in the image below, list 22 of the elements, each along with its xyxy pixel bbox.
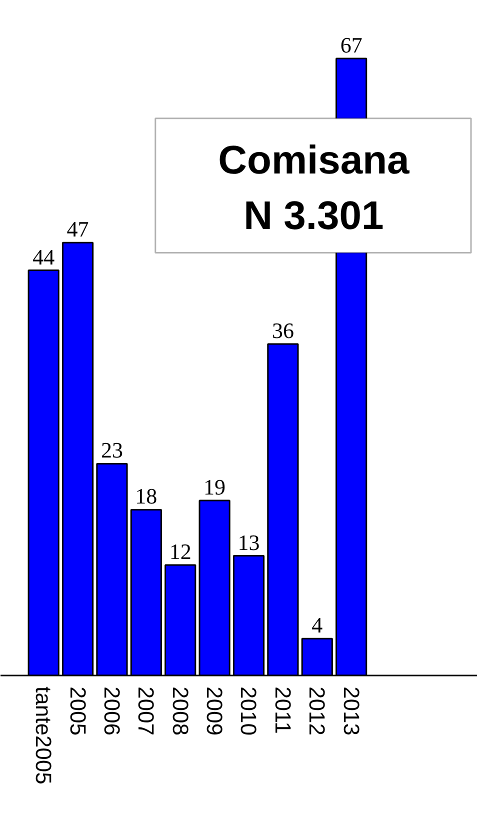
annotation: N 3.301 [244, 194, 384, 238]
x-tick-label: 2007 [134, 686, 159, 736]
data-label: 18 [135, 484, 158, 509]
data-label: 13 [238, 530, 260, 555]
x-tick-label: 2011 [270, 686, 296, 734]
x-tick-label: 2012 [304, 686, 330, 736]
data-label: 23 [100, 438, 123, 463]
x-tick-label: 2009 [202, 686, 228, 736]
x-tick-label: tante2005 [31, 686, 56, 784]
data-label: 44 [32, 244, 55, 270]
x-tick-label: 2013 [338, 686, 364, 736]
x-tick-label: 2005 [65, 686, 90, 736]
x-tick-label: 2010 [236, 686, 262, 736]
data-label: 12 [169, 538, 192, 564]
data-label: 47 [66, 216, 89, 242]
data-label: 4 [312, 612, 323, 638]
annotation: Comisana [218, 138, 410, 183]
x-tick-label: 2008 [168, 686, 193, 736]
data-label: 19 [204, 474, 226, 500]
data-label: 36 [272, 318, 294, 343]
x-tick-label: 2006 [99, 686, 124, 736]
data-label: 67 [340, 32, 362, 58]
